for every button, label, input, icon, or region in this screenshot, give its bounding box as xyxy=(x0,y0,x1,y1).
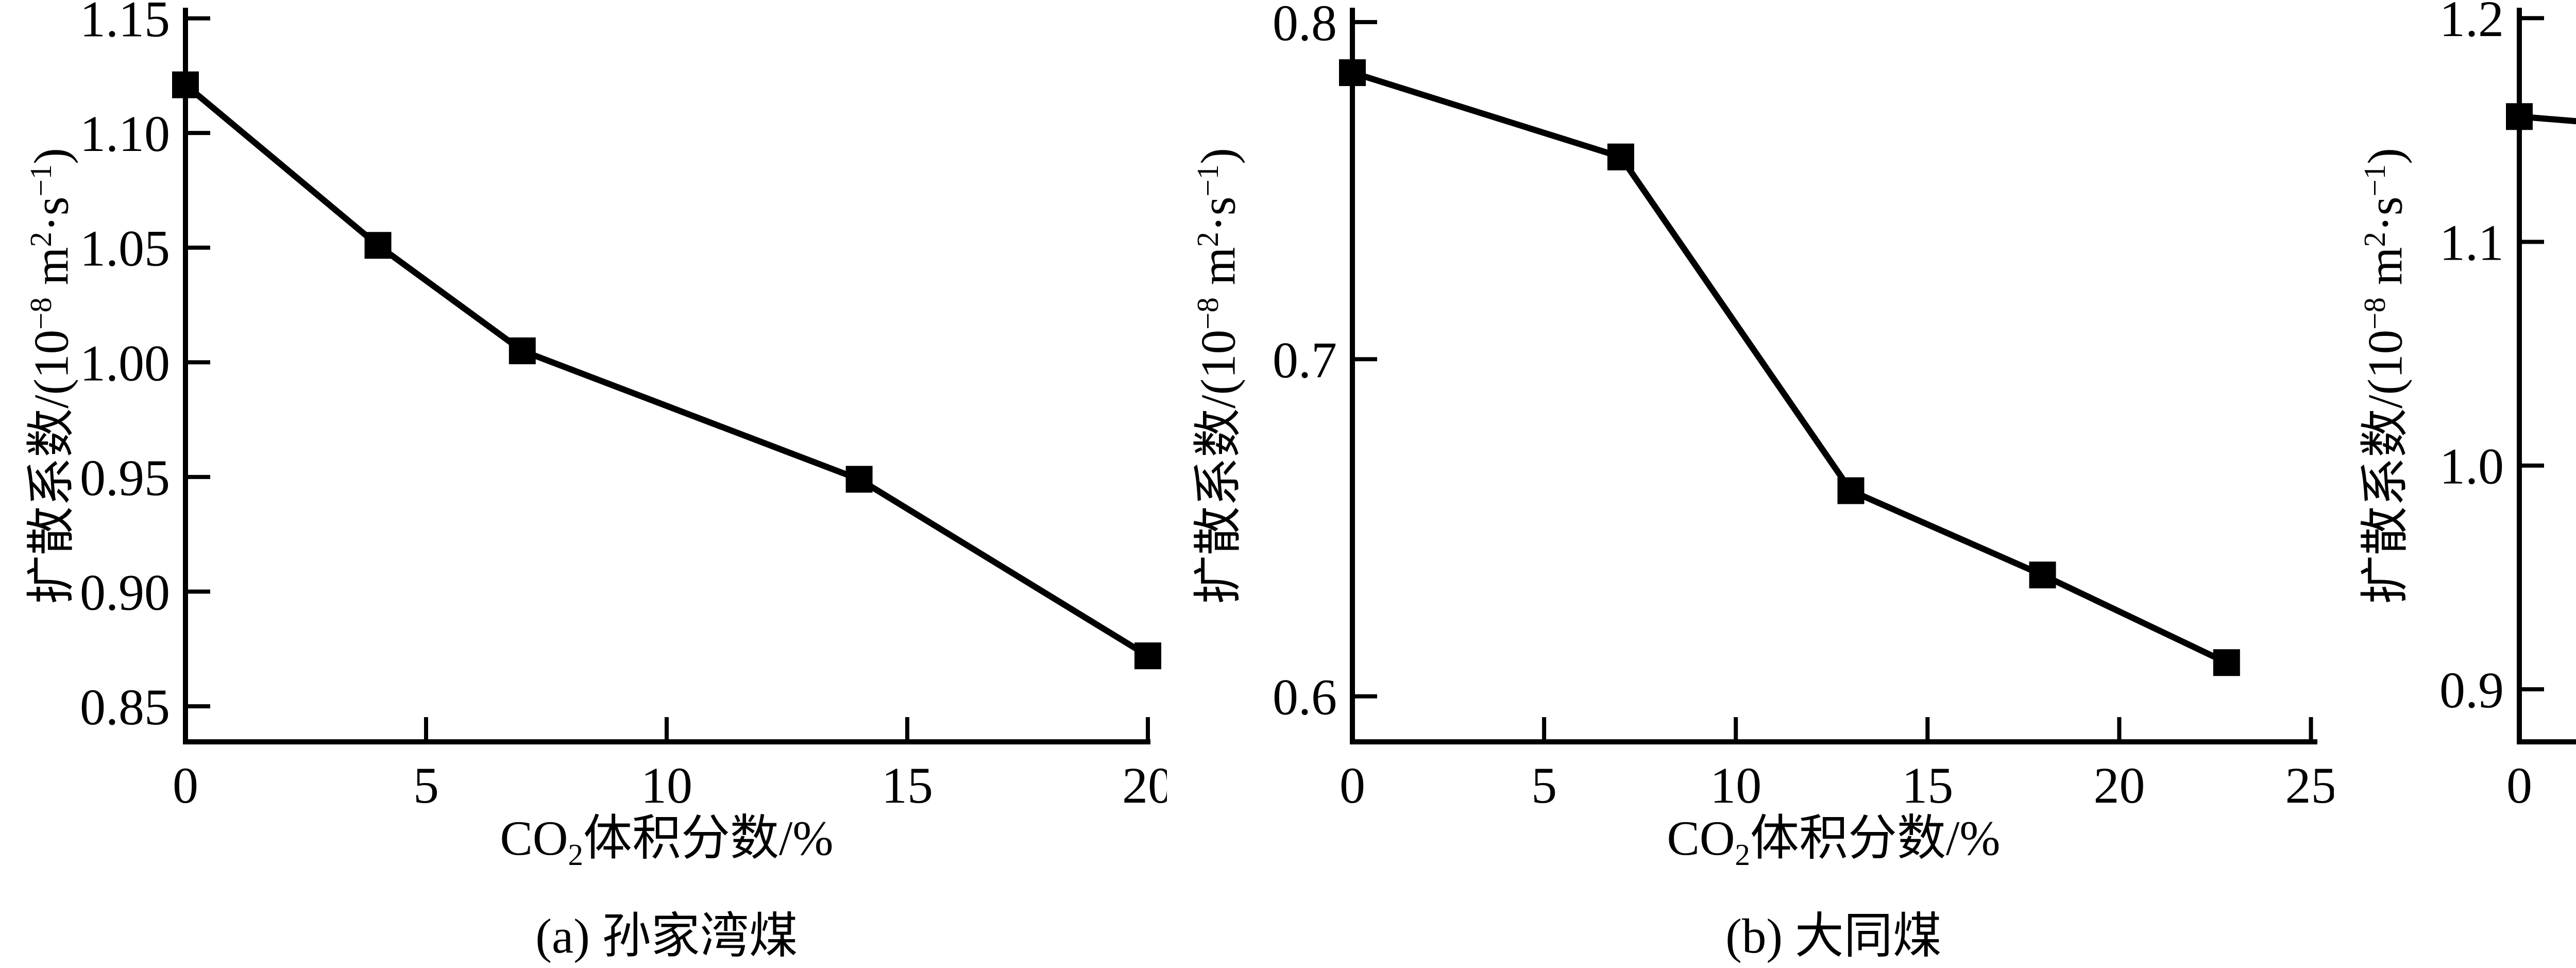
y-tick-label: 0.6 xyxy=(1273,669,1337,726)
y-title-unit-m: m xyxy=(24,247,79,298)
chart-caption-b: (b) 大同煤 xyxy=(1725,909,1942,963)
x-tick-label: 20 xyxy=(2093,757,2145,814)
y-title-sup-exponent: −8 xyxy=(2358,297,2392,330)
y-tick-label: 1.00 xyxy=(80,334,170,392)
x-tick-label: 20 xyxy=(1122,757,1167,814)
y-tick-label: 0.90 xyxy=(80,564,170,621)
x-tick-label: 10 xyxy=(641,757,692,814)
y-tick-label: 0.85 xyxy=(80,678,170,736)
data-line xyxy=(183,82,1150,659)
y-tick-label: 1.15 xyxy=(80,0,170,48)
data-line xyxy=(1351,70,2228,666)
y-tick-label: 1.10 xyxy=(80,105,170,162)
chart-panel-a: 0.85 0.90 0.95 1.00 1.05 1.10 1.15 0 5 10 15 20 扩散系… xyxy=(0,0,1167,968)
x-title-text: 体积分数/% xyxy=(1750,811,2001,865)
y-title-sup-inverse: −1 xyxy=(1191,164,1225,197)
y-title-text: 扩散系数/(10 xyxy=(1191,329,1246,604)
y-title-sup-inverse: −1 xyxy=(24,164,58,197)
y-tick-label: 0.9 xyxy=(2439,661,2504,719)
chart-panel-c: 0.91.01.11.205101520 扩散系数/(10−8 m2·s−1) … xyxy=(2334,0,2576,968)
y-title-sup-inverse: −1 xyxy=(2358,164,2392,197)
y-title-sup-exponent: −8 xyxy=(1191,297,1225,330)
chart-svg-c: 0.91.01.11.205101520 xyxy=(2439,0,2576,814)
x-title-co: CO xyxy=(1667,811,1735,865)
data-point-marker xyxy=(2213,649,2240,676)
y-title-close-paren: ) xyxy=(24,148,79,164)
data-line xyxy=(2519,113,2576,125)
data-point-marker xyxy=(364,232,392,259)
y-title-close-paren: ) xyxy=(1191,148,1246,164)
y-tick-label: 0.8 xyxy=(1273,0,1337,52)
y-title-sup-squared: 2 xyxy=(2358,232,2392,247)
y-title-sup-squared: 2 xyxy=(1191,232,1225,247)
x-tick-label: 5 xyxy=(413,757,439,814)
y-title-unit-m: m xyxy=(2358,247,2413,298)
y-title-close-paren: ) xyxy=(2358,148,2413,164)
y-title-unit-s: ·s xyxy=(1191,196,1246,232)
y-axis-title: 扩散系数/(10−8 m2·s−1) xyxy=(1191,148,1246,604)
chart-svg-b: 0.6 0.7 0.8 0 5 10 15 20 25 xyxy=(1273,0,2334,814)
x-tick-label: 0 xyxy=(173,757,198,814)
data-point-marker xyxy=(172,71,199,98)
y-title-sup-squared: 2 xyxy=(24,232,58,247)
x-axis-title: CO2体积分数/% xyxy=(1667,811,2001,870)
y-tick-label: 1.2 xyxy=(2439,0,2504,47)
chart-panel-b: 0.6 0.7 0.8 0 5 10 15 20 25 扩散系数/(10−8 m2·s−1) C… xyxy=(1167,0,2334,968)
y-title-sup-exponent: −8 xyxy=(24,297,58,330)
y-title-text: 扩散系数/(10 xyxy=(24,329,79,604)
data-point-marker xyxy=(509,337,536,365)
y-title-unit-m: m xyxy=(1191,247,1246,298)
chart-caption-a: (a) 孙家湾煤 xyxy=(535,909,798,963)
x-tick-label: 5 xyxy=(1531,757,1557,814)
y-tick-label: 1.0 xyxy=(2439,438,2504,495)
x-title-sub-2: 2 xyxy=(1735,838,1750,872)
data-point-marker xyxy=(845,466,873,493)
data-point-marker xyxy=(2506,103,2533,130)
y-title-unit-s: ·s xyxy=(24,196,79,232)
x-tick-label: 15 xyxy=(882,757,933,814)
y-tick-label: 1.1 xyxy=(2439,214,2504,271)
x-title-co: CO xyxy=(500,811,568,865)
x-title-sub-2: 2 xyxy=(568,838,583,872)
y-tick-label: 0.95 xyxy=(80,449,170,506)
y-tick-label: 1.05 xyxy=(80,220,170,277)
x-axis-title: CO2体积分数/% xyxy=(500,811,834,870)
data-point-marker xyxy=(1339,59,1366,87)
x-title-text: 体积分数/% xyxy=(583,811,834,865)
y-title-text: 扩散系数/(10 xyxy=(2358,329,2413,604)
data-point-marker xyxy=(2029,562,2056,589)
x-tick-label: 0 xyxy=(1340,757,1365,814)
data-point-marker xyxy=(1607,143,1634,171)
chart-svg-a: 0.85 0.90 0.95 1.00 1.05 1.10 1.15 0 5 10 15 20 xyxy=(80,0,1167,814)
x-tick-label: 0 xyxy=(2506,757,2532,814)
x-tick-label: 10 xyxy=(1710,757,1761,814)
data-point-marker xyxy=(1134,642,1161,670)
y-axis-title: 扩散系数/(10−8 m2·s−1) xyxy=(24,148,79,604)
data-point-marker xyxy=(1837,477,1865,504)
x-tick-label: 15 xyxy=(1902,757,1953,814)
y-axis-title: 扩散系数/(10−8 m2·s−1) xyxy=(2358,148,2413,604)
x-tick-label: 25 xyxy=(2285,757,2334,814)
y-tick-label: 0.7 xyxy=(1273,331,1337,388)
y-title-unit-s: ·s xyxy=(2358,196,2413,232)
